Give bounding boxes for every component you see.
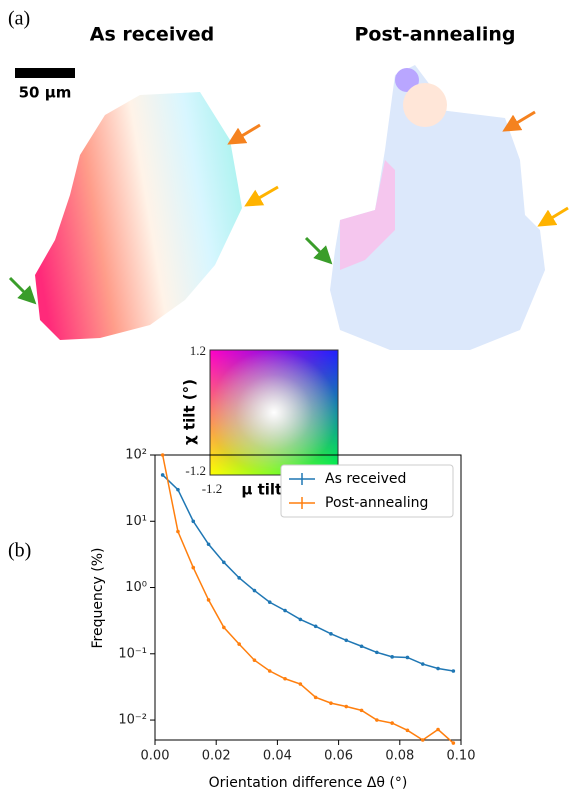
point bbox=[329, 632, 333, 636]
panel-label: (a) bbox=[8, 8, 30, 30]
point bbox=[206, 542, 211, 547]
point bbox=[160, 473, 165, 477]
legend-box bbox=[280, 464, 454, 518]
y-tick-label: 10⁰ bbox=[125, 580, 147, 595]
point bbox=[344, 638, 349, 643]
point bbox=[222, 625, 226, 630]
key-tick: -1.2 bbox=[202, 481, 223, 496]
key-ylabel: χ tilt (°) bbox=[181, 379, 199, 445]
map-post-annealing bbox=[330, 65, 545, 350]
panel-label: (b) bbox=[8, 540, 31, 562]
point bbox=[283, 608, 287, 613]
point bbox=[451, 669, 456, 673]
point bbox=[252, 658, 257, 663]
point bbox=[375, 718, 379, 722]
point bbox=[313, 695, 318, 700]
legend-label: As received bbox=[325, 471, 406, 487]
x-tick-label: 0.02 bbox=[202, 749, 231, 764]
map-region bbox=[395, 68, 419, 92]
point bbox=[206, 598, 211, 602]
point bbox=[283, 676, 287, 681]
y-tick-label: 10⁻¹ bbox=[118, 646, 147, 661]
y-tick-label: 10⁻² bbox=[118, 713, 147, 728]
point bbox=[375, 650, 379, 655]
point bbox=[359, 708, 364, 713]
map-region bbox=[340, 160, 395, 270]
panel-title: Post-annealing bbox=[355, 24, 516, 46]
point bbox=[222, 560, 226, 565]
arrow bbox=[8, 276, 37, 305]
point bbox=[298, 682, 303, 686]
point bbox=[160, 453, 165, 457]
y-tick-label: 10¹ bbox=[125, 514, 147, 529]
plot-frame bbox=[154, 454, 462, 741]
point bbox=[344, 704, 349, 709]
point bbox=[252, 588, 257, 593]
point bbox=[267, 600, 272, 605]
point bbox=[313, 624, 318, 629]
point bbox=[420, 738, 425, 742]
arrow bbox=[537, 206, 569, 227]
point bbox=[420, 662, 425, 666]
arrow bbox=[304, 236, 333, 265]
map-region bbox=[403, 83, 447, 127]
arrow bbox=[244, 185, 279, 207]
map-as-received bbox=[35, 92, 242, 340]
point bbox=[436, 727, 440, 732]
point bbox=[451, 741, 456, 745]
point bbox=[359, 644, 364, 649]
scale-label: 50 μm bbox=[19, 84, 72, 102]
x-tick-label: 0.08 bbox=[385, 749, 414, 764]
legend-label: Post-annealing bbox=[325, 495, 428, 511]
point bbox=[237, 576, 241, 580]
point bbox=[436, 666, 440, 671]
y-axis-label: Frequency (%) bbox=[90, 547, 106, 648]
point bbox=[405, 728, 410, 733]
x-tick-label: 0.06 bbox=[324, 749, 353, 764]
point bbox=[405, 655, 410, 660]
x-tick-label: 0.00 bbox=[141, 749, 170, 764]
point bbox=[267, 669, 272, 673]
point bbox=[191, 519, 196, 524]
point bbox=[176, 529, 180, 534]
point bbox=[329, 701, 333, 705]
color-key bbox=[209, 349, 339, 476]
point bbox=[237, 642, 241, 646]
point bbox=[176, 487, 180, 492]
arrow bbox=[502, 110, 536, 132]
x-tick-label: 0.04 bbox=[263, 749, 292, 764]
key-tick: 1.2 bbox=[190, 343, 206, 358]
panel-title: As received bbox=[90, 24, 214, 46]
point bbox=[191, 565, 196, 570]
x-axis-label: Orientation difference Δθ (°) bbox=[209, 775, 408, 791]
series-line bbox=[162, 474, 454, 672]
key-tick: -1.2 bbox=[185, 463, 206, 478]
series-line bbox=[161, 454, 454, 744]
y-tick-label: 10² bbox=[125, 448, 147, 463]
x-tick-label: 0.10 bbox=[447, 749, 476, 764]
point bbox=[298, 617, 303, 622]
point bbox=[390, 655, 394, 659]
point bbox=[390, 721, 394, 725]
arrow bbox=[227, 123, 261, 145]
scale-bar bbox=[15, 68, 75, 78]
